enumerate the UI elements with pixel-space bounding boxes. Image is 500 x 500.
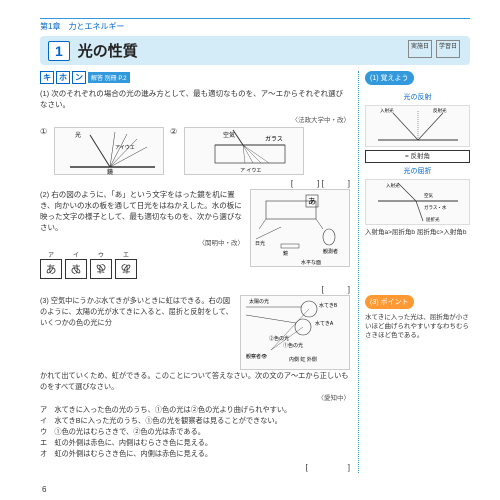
side-reflection-diagram: 入射光 反射光	[365, 105, 470, 147]
svg-text:入射光: 入射光	[380, 107, 394, 114]
refraction-note: 入射角a>屈折角b 屈折角c>入射角b	[365, 228, 470, 237]
svg-text:②色の光: ②色の光	[269, 335, 289, 342]
svg-text:観察者👁: 観察者👁	[246, 353, 268, 360]
svg-text:ア イウエ: ア イウエ	[240, 167, 261, 174]
svg-text:反射光: 反射光	[433, 107, 447, 114]
remember-header: (1) 覚えよう	[365, 71, 414, 85]
svg-text:水てきA: 水てきA	[315, 320, 334, 327]
q2-diagram: あ 日光 観測者 鏡 水平な面	[250, 189, 350, 267]
chapter-header: 第1章 力とエネルギー	[40, 18, 470, 32]
refraction-subtitle: 光の屈折	[365, 166, 470, 176]
q1-answer: [ ] [ ]	[40, 178, 350, 189]
svg-text:ガラス: ガラス	[265, 135, 283, 143]
q2-choices: アあ イあ ウあ エあ	[40, 250, 244, 279]
q2-answer: [ ]	[40, 284, 350, 295]
point-text: 水てきに入った光は、屈折角が小さいほど曲げられやすいすなわちむらさきほど色である…	[365, 313, 470, 340]
date-boxes: 実施日 学習日	[408, 40, 460, 58]
svg-text:屈折光: 屈折光	[426, 216, 440, 223]
q2-text: (2) 右の図のように、「あ」という文字をはった鏡を机に置き、向かいの水の板を通…	[40, 189, 244, 234]
svg-text:内側 虹 外側: 内側 虹 外側	[289, 356, 317, 363]
svg-text:鏡: 鏡	[283, 250, 288, 257]
q1-diagrams: ① 光 アイウエ 鏡 ②	[40, 127, 350, 175]
svg-text:あ: あ	[308, 197, 316, 206]
title-band: 1 光の性質 実施日 学習日	[40, 36, 470, 65]
kihon-header: キ ホ ン 解答 別冊 P.2	[40, 71, 350, 84]
reflection-subtitle: 光の反射	[365, 92, 470, 102]
svg-text:観測者: 観測者	[323, 248, 338, 255]
svg-text:空気: 空気	[424, 192, 433, 199]
q3-source: 〈愛知中〉	[40, 392, 350, 402]
svg-text:鏡: 鏡	[107, 168, 113, 175]
title-text: 光の性質	[78, 40, 138, 61]
svg-text:水てきB: 水てきB	[319, 302, 338, 309]
q1-intro: (1) 次のそれぞれの場合の光の進み方として、最も適切なものを、ア〜エからそれぞ…	[40, 88, 350, 111]
point-header: (3) ポイント	[365, 295, 414, 309]
q3-cont: かれて出ていくため、虹ができる。このことについて答えなさい。次の文のア〜エから正…	[40, 370, 350, 392]
q3-intro: (3) 空気中にうかぶ水てきが多いときに虹はできる。右の図のように、太陽の光が水…	[40, 295, 236, 370]
q3-items: ア 水てきに入った色の光のうち、①色の光は②色の光より曲げられやすい。 イ 水て…	[40, 404, 350, 460]
svg-text:日光: 日光	[255, 240, 265, 247]
q2-source: 〈関明中・改〉	[40, 237, 244, 247]
side-refraction-diagram: 入射光 空気 ガラス・水 屈折光	[365, 179, 470, 225]
svg-text:ガラス・水: ガラス・水	[424, 204, 447, 211]
svg-text:水平な面: 水平な面	[301, 259, 321, 266]
reflection-diagram: 光 アイウエ 鏡	[55, 127, 163, 175]
svg-text:空気: 空気	[223, 131, 235, 139]
main-column: キ ホ ン 解答 別冊 P.2 (1) 次のそれぞれの場合の光の進み方として、最…	[40, 71, 350, 473]
svg-text:光: 光	[75, 131, 81, 139]
q1-source: 〈法政大学中・改〉	[40, 114, 350, 124]
q3-answer: [ ]	[40, 462, 350, 473]
title-number: 1	[48, 41, 70, 61]
refraction-diagram: 空気 ガラス ア イウエ	[185, 127, 303, 175]
sidebar: (1) 覚えよう 光の反射 入射光 反射光 = 反射角 光の屈折	[358, 71, 470, 473]
svg-text:入射光: 入射光	[386, 182, 400, 189]
page-number: 6	[42, 485, 46, 494]
svg-text:太陽の光: 太陽の光	[249, 298, 269, 305]
svg-text:①色の光: ①色の光	[283, 342, 303, 349]
svg-text:アイウエ: アイウエ	[115, 144, 135, 151]
q3-diagram: 太陽の光 水てきB 水てきA ②色の光 ①色の光 観察者👁 内側 虹 外側	[240, 295, 350, 370]
